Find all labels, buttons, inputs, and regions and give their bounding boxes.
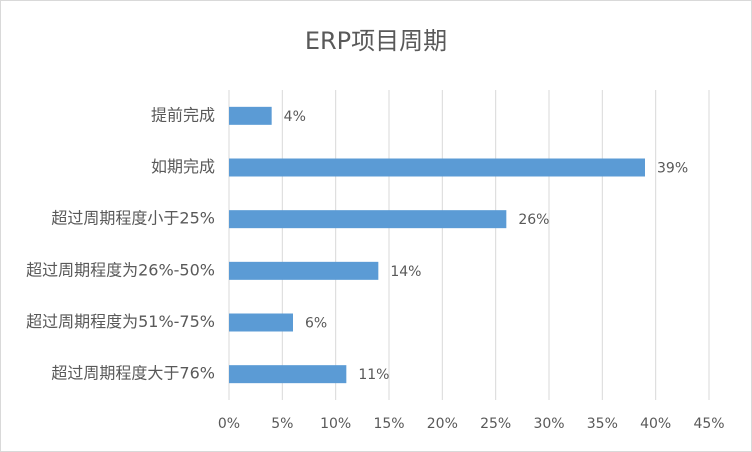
y-tick-label: 提前完成	[151, 105, 215, 124]
x-tick-label: 25%	[480, 416, 511, 432]
y-tick-label: 如期完成	[151, 157, 215, 176]
y-tick-label: 超过周期程度为51%-75%	[26, 312, 215, 331]
value-label: 39%	[657, 161, 688, 177]
bar	[229, 365, 347, 384]
x-tick-label: 45%	[693, 416, 724, 432]
value-label: 11%	[358, 367, 389, 383]
bar	[229, 261, 379, 280]
bar	[229, 313, 293, 332]
x-tick-label: 35%	[587, 416, 618, 432]
value-label: 4%	[284, 109, 306, 125]
x-tick-label: 5%	[271, 416, 293, 432]
value-label: 14%	[390, 264, 421, 280]
x-tick-label: 30%	[533, 416, 564, 432]
y-tick-label: 超过周期程度小于25%	[51, 209, 215, 228]
bar	[229, 158, 645, 177]
y-tick-label: 超过周期程度为26%-50%	[26, 260, 215, 279]
x-tick-label: 20%	[427, 416, 458, 432]
value-label: 6%	[305, 316, 327, 332]
x-tick-label: 10%	[320, 416, 351, 432]
x-tick-label: 0%	[218, 416, 240, 432]
y-tick-label: 超过周期程度大于76%	[51, 364, 215, 383]
chart-title: ERP项目周期	[305, 27, 447, 55]
bar	[229, 106, 272, 125]
value-label: 26%	[518, 212, 549, 228]
x-tick-label: 40%	[640, 416, 671, 432]
x-tick-label: 15%	[373, 416, 404, 432]
bar	[229, 210, 507, 229]
